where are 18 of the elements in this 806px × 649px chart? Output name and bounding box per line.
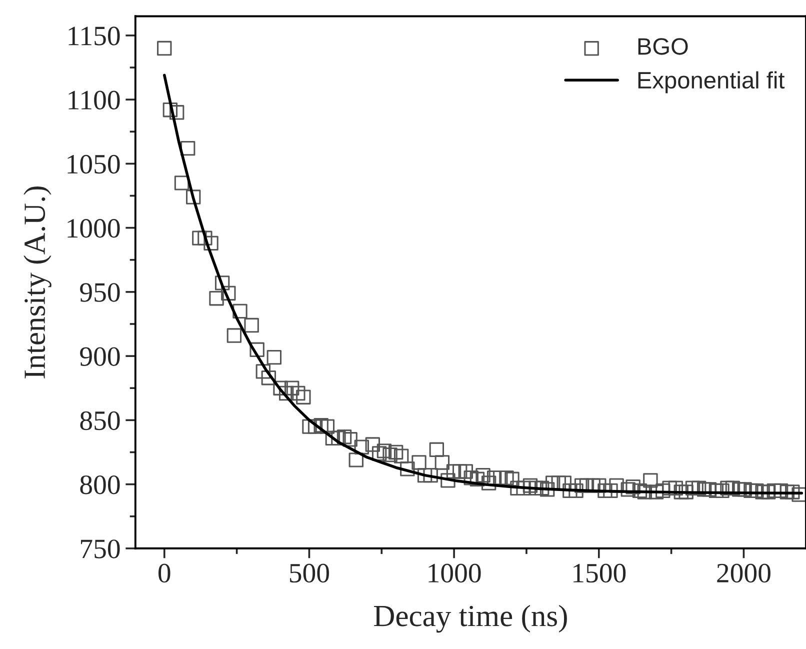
legend-label: Exponential fit — [638, 71, 785, 94]
x-tick-label: 500 — [290, 564, 329, 583]
y-tick-label: 900 — [80, 347, 120, 366]
legend-label: BGO — [638, 38, 688, 55]
x-tick-label: 0 — [158, 564, 170, 583]
x-tick-label: 1000 — [428, 564, 481, 583]
y-tick-label: 950 — [80, 283, 120, 302]
y-tick-label: 800 — [80, 475, 120, 494]
x-axis-title: Decay time (ns) — [374, 604, 567, 633]
x-tick-label: 1500 — [574, 564, 626, 583]
y-axis-title: Intensity (A.U.) — [24, 186, 52, 378]
y-tick-label: 1150 — [68, 26, 120, 46]
y-tick-label: 750 — [80, 540, 120, 558]
y-tick-label: 1000 — [68, 218, 120, 238]
y-tick-label: 850 — [80, 411, 120, 430]
y-tick-label: 1050 — [68, 154, 120, 174]
y-tick-label: 1100 — [68, 90, 120, 110]
x-tick-label: 2000 — [717, 564, 770, 583]
